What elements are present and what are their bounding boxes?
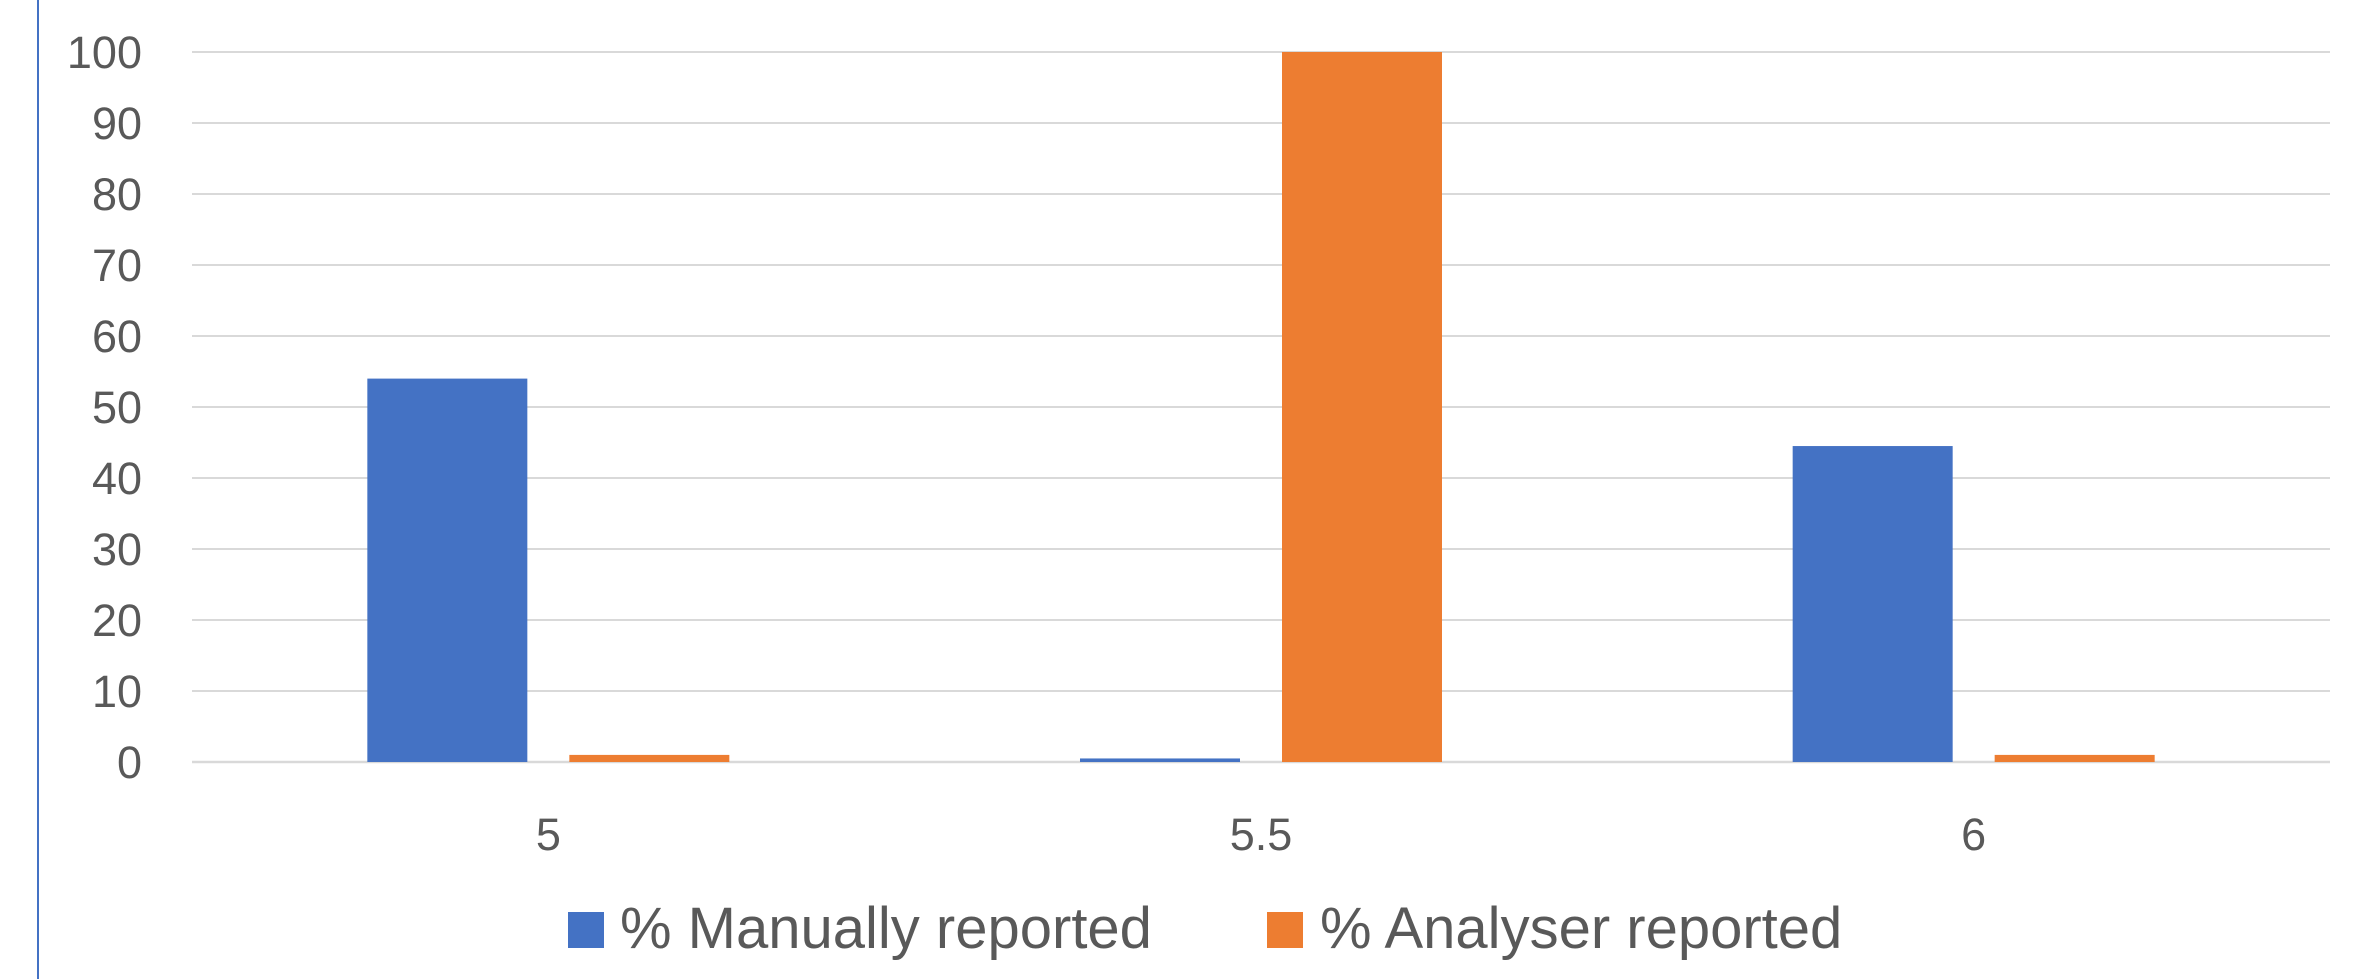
legend-swatch-series-2 [1267,912,1303,948]
legend: % Manually reported % Analyser reported [568,896,1842,961]
y-tick-label: 30 [92,524,142,575]
bar-series-2-category-3 [1994,754,2155,762]
x-tick-label: 5 [536,809,561,860]
left-border-line [37,0,39,979]
legend-label-series-1: % Manually reported [620,896,1152,961]
legend-swatch-series-1 [568,912,604,948]
bar-series-2-category-2 [1282,52,1442,762]
y-tick-label: 40 [92,453,142,504]
y-tick-label: 90 [92,98,142,149]
y-tick-label: 80 [92,169,142,220]
y-tick-label: 60 [92,311,142,362]
y-tick-label: 0 [117,737,142,788]
bars [367,52,2155,762]
y-tick-label: 50 [92,382,142,433]
bar-series-1-category-2 [1080,758,1240,762]
y-tick-label: 10 [92,666,142,717]
x-axis-tick-labels: 5 5.5 6 [536,809,1986,860]
bar-series-1-category-1 [367,378,528,762]
bar-series-2-category-1 [569,754,730,762]
x-tick-label: 6 [1961,809,1986,860]
gridlines [192,51,2330,764]
x-tick-label: 5.5 [1230,809,1293,860]
bar-series-1-category-3 [1792,446,1953,762]
y-tick-label: 100 [67,27,142,78]
y-tick-label: 70 [92,240,142,291]
y-tick-label: 20 [92,595,142,646]
legend-label-series-2: % Analyser reported [1320,896,1842,961]
y-axis-tick-labels: 0 10 20 30 40 50 60 70 80 90 100 [67,27,142,788]
